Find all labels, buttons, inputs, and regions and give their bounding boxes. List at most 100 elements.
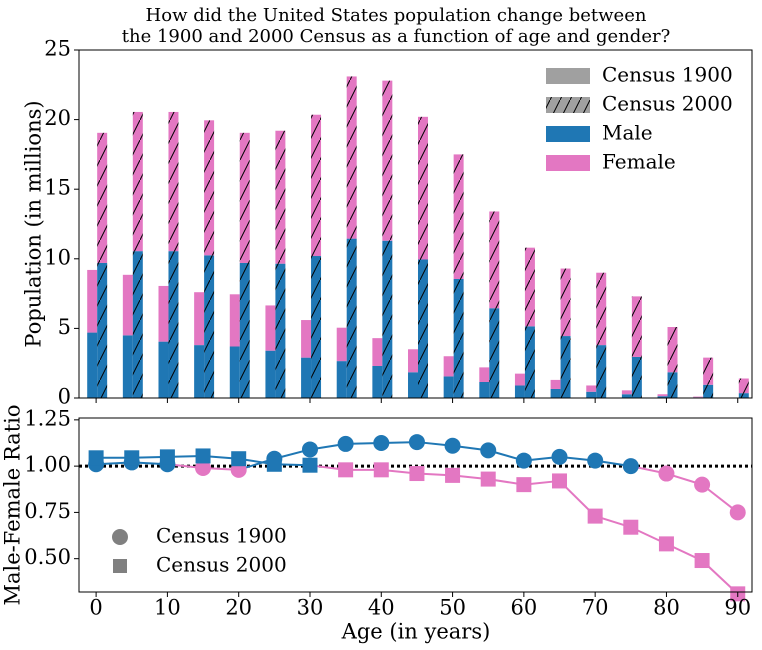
bar (560, 268, 571, 337)
legend-marker (112, 529, 128, 545)
chart-title: How did the United States population cha… (146, 5, 647, 26)
x-tick-label: 10 (154, 596, 181, 620)
point (658, 536, 674, 552)
bar (87, 269, 98, 333)
bar (408, 372, 418, 398)
bar (479, 367, 490, 382)
bar (417, 259, 428, 398)
bar (560, 336, 571, 398)
point (515, 452, 532, 469)
point (552, 473, 568, 489)
bar (586, 385, 597, 392)
bar (667, 372, 678, 398)
point (623, 519, 639, 535)
point (302, 457, 318, 473)
bar (408, 349, 418, 373)
bar (621, 394, 632, 398)
bar (703, 384, 714, 398)
bar (479, 381, 490, 398)
x-tick-label: 60 (510, 596, 537, 620)
legend-swatch (546, 155, 590, 171)
chart-title: the 1900 and 2000 Census as a function o… (122, 26, 670, 47)
bar (631, 356, 642, 398)
legend-label: Male (602, 121, 653, 145)
legend-swatch (546, 97, 590, 113)
point (88, 450, 104, 466)
x-tick-label: 20 (225, 596, 252, 620)
x-tick-label: 0 (89, 596, 102, 620)
bar (239, 132, 250, 263)
bar (194, 345, 205, 398)
bar (204, 255, 215, 398)
bar (311, 256, 322, 398)
bar (158, 285, 169, 342)
bar (122, 274, 133, 336)
bar (703, 357, 714, 385)
bar (443, 356, 454, 377)
y-axis-label: Population (in millions) (22, 100, 46, 347)
point (551, 448, 568, 465)
legend-swatch (546, 126, 590, 142)
bar (657, 394, 668, 397)
point (587, 452, 604, 469)
y-tick-label: 5 (58, 315, 71, 339)
bar (667, 327, 678, 373)
y-tick-label: 20 (44, 106, 71, 130)
bar (489, 211, 500, 309)
bar (738, 393, 749, 398)
bar (346, 76, 357, 239)
bar (489, 308, 500, 398)
bar (346, 238, 357, 398)
y-tick-label: 1.00 (24, 453, 71, 477)
bar (336, 361, 347, 398)
y-tick-label: 15 (44, 176, 71, 200)
point (373, 434, 390, 451)
y-tick-label: 25 (44, 37, 71, 61)
x-axis-label: Age (in years) (341, 620, 491, 644)
legend-label: Census 2000 (602, 92, 733, 116)
point (195, 448, 211, 464)
y-tick-label: 0.50 (24, 545, 71, 569)
bar (524, 247, 535, 327)
legend-label: Census 1900 (156, 524, 287, 548)
point (231, 451, 247, 467)
bar (372, 365, 383, 398)
point (373, 462, 389, 478)
bar (417, 116, 428, 260)
point (480, 471, 496, 487)
point (444, 437, 461, 454)
point (658, 465, 675, 482)
legend-label: Census 2000 (156, 553, 287, 577)
bar (550, 379, 561, 389)
legend-label: Female (602, 150, 676, 174)
bar (336, 327, 347, 362)
bar (97, 262, 108, 398)
bar (168, 111, 179, 252)
point (124, 450, 140, 466)
bar (239, 262, 250, 398)
bar (453, 278, 464, 398)
point (301, 441, 318, 458)
legend-swatch (546, 68, 590, 84)
bar (631, 296, 642, 357)
bar (372, 338, 383, 366)
point (337, 435, 354, 452)
point (622, 458, 639, 475)
bar (168, 251, 179, 398)
point (195, 459, 212, 476)
bar (122, 335, 133, 398)
bar (275, 130, 286, 264)
point (338, 462, 354, 478)
plot-frame (78, 49, 753, 399)
bar (738, 378, 749, 394)
x-tick-label: 80 (653, 596, 680, 620)
point (409, 466, 425, 482)
point (729, 504, 746, 521)
bar (514, 385, 525, 398)
y-tick-label: 1.25 (24, 406, 71, 430)
bar (158, 341, 169, 398)
bar (693, 396, 704, 398)
x-tick-label: 90 (724, 596, 751, 620)
y-axis-label: Male-Female Ratio (1, 405, 25, 606)
